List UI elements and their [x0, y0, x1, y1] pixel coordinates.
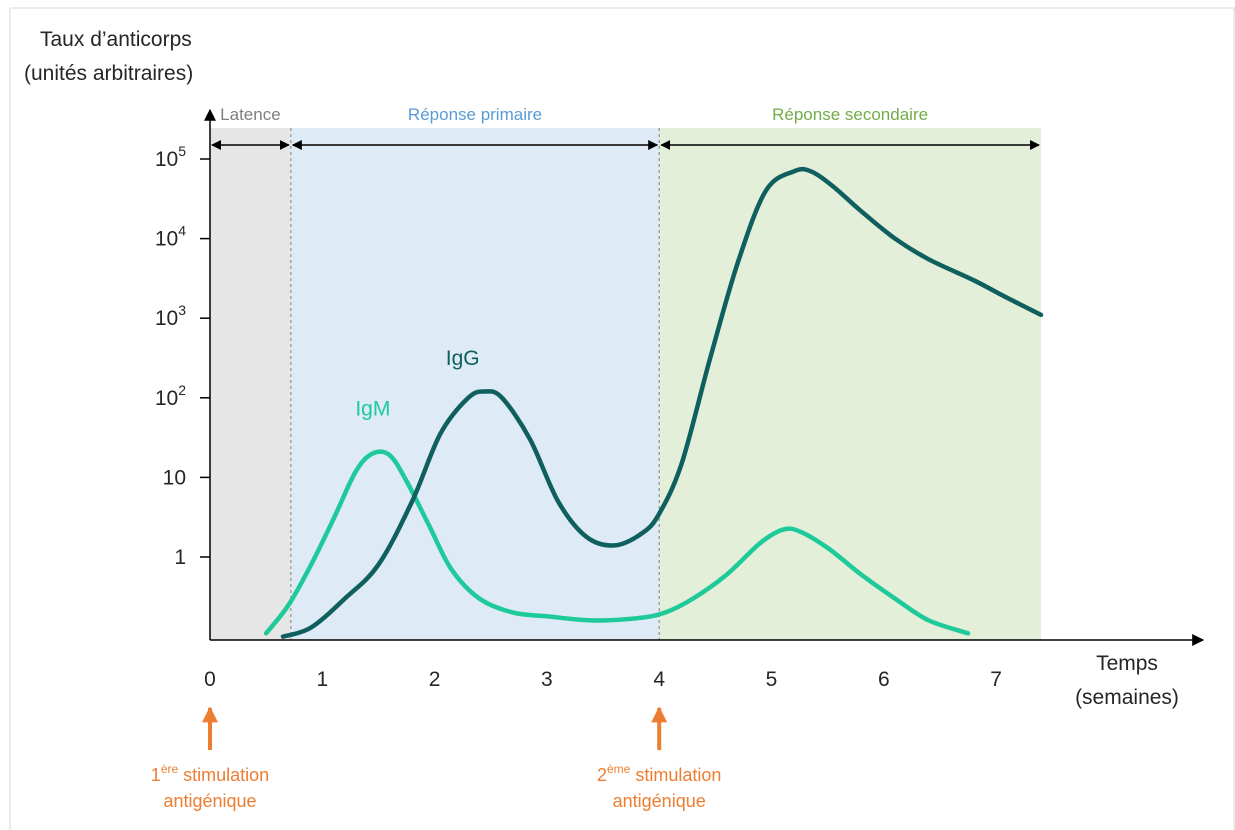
- y-tick-label-exponent-100: 2: [178, 382, 186, 398]
- x-axis-title-line-1: Temps: [1096, 652, 1158, 675]
- y-tick-label-10000: 104: [155, 223, 186, 251]
- series-line-igg: [280, 166, 1044, 639]
- x-tick-label-0: 0: [204, 668, 216, 691]
- series-line-igm: [263, 449, 971, 636]
- stimulation-ordinal-suffix-2: ème: [607, 762, 631, 776]
- series-label-igm: IgM: [355, 397, 390, 420]
- phase-bg-latence: [210, 128, 291, 640]
- y-tick-label-10: 10: [163, 466, 186, 489]
- stimulation-ordinal-2: 2: [597, 765, 607, 785]
- y-tick-label-100000: 105: [155, 143, 186, 171]
- y-axis-title-line-1: Taux d’anticorps: [40, 28, 192, 51]
- stimulation-ordinal-1: 1: [151, 765, 161, 785]
- stimulation-label-2-line-1: 2ème stimulation: [597, 762, 721, 785]
- x-tick-label-1: 1: [316, 668, 328, 691]
- y-tick-label-exponent-100000: 5: [178, 143, 186, 159]
- y-tick-label-100: 102: [155, 382, 186, 410]
- phase-label-reponse-secondaire: Réponse secondaire: [772, 105, 928, 124]
- stimulation-label-2-line-2: antigénique: [613, 791, 706, 811]
- phase-label-latence: Latence: [220, 105, 281, 124]
- stimulation-word-2: stimulation: [630, 765, 721, 785]
- x-tick-label-2: 2: [429, 668, 441, 691]
- x-axis-title-line-2: (semaines): [1075, 686, 1179, 709]
- x-tick-label-6: 6: [878, 668, 890, 691]
- stimulation-label-1-line-2: antigénique: [163, 791, 256, 811]
- stimulation-ordinal-suffix-1: ère: [161, 762, 179, 776]
- stimulation-label-1-line-1: 1ère stimulation: [151, 762, 269, 785]
- series-label-igg: IgG: [446, 347, 480, 370]
- series-lines: [263, 166, 1044, 639]
- y-axis-title-line-2: (unités arbitraires): [24, 62, 193, 85]
- phase-bg-reponse-primaire: [290, 128, 660, 640]
- y-tick-label-1: 1: [174, 546, 186, 569]
- x-tick-label-4: 4: [653, 668, 665, 691]
- y-tick-label-1000: 103: [155, 302, 186, 330]
- x-tick-label-5: 5: [766, 668, 778, 691]
- y-tick-label-exponent-10000: 4: [178, 223, 186, 239]
- phase-backgrounds: Latence Réponse primaire Réponse secondair…: [210, 105, 1042, 640]
- y-tick-label-exponent-1000: 3: [178, 302, 186, 318]
- x-tick-label-7: 7: [990, 668, 1002, 691]
- phase-label-reponse-primaire: Réponse primaire: [408, 105, 542, 124]
- x-tick-label-3: 3: [541, 668, 553, 691]
- phase-bg-reponse-secondaire: [659, 128, 1042, 640]
- stimulation-word-1: stimulation: [178, 765, 269, 785]
